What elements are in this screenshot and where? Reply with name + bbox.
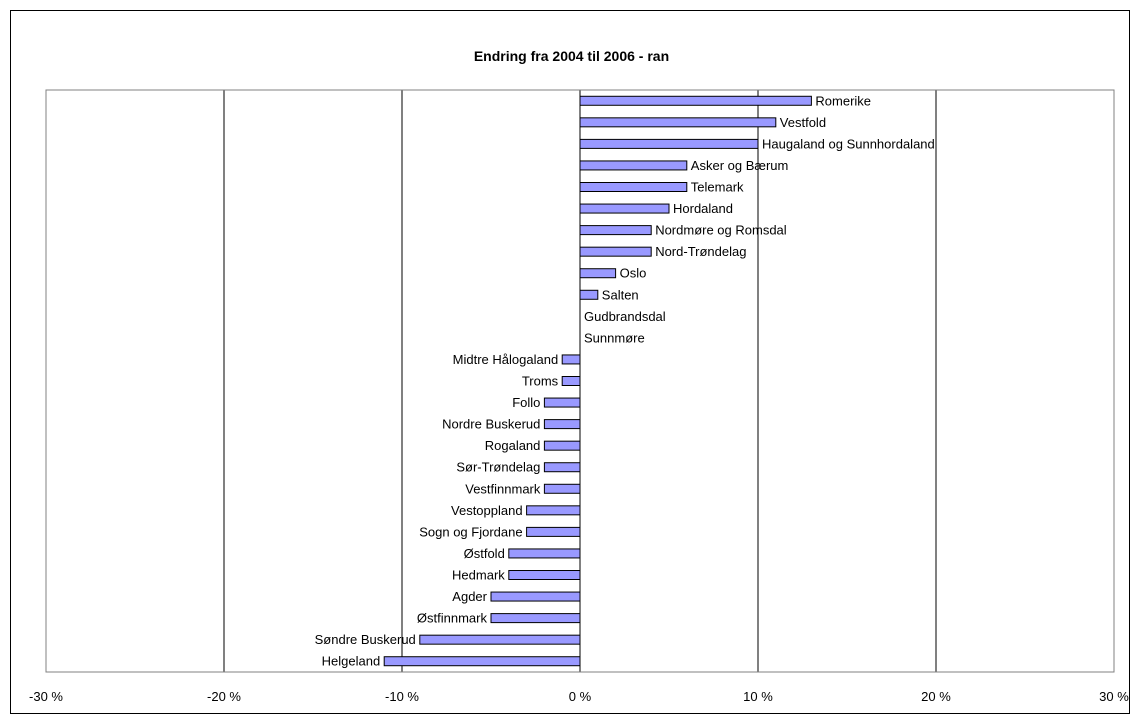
bar-label-23: Agder bbox=[452, 589, 487, 604]
bar-label-18: Vestfinnmark bbox=[465, 481, 541, 496]
category-labels: Romerike Vestfold Haugaland og Sunnhordala… bbox=[315, 93, 935, 668]
chart-title: Endring fra 2004 til 2006 - ran bbox=[473, 48, 670, 64]
bar-19 bbox=[526, 505, 581, 516]
bar-5 bbox=[579, 203, 670, 214]
bar-0 bbox=[579, 95, 812, 106]
bar-16 bbox=[543, 440, 581, 451]
bar-13 bbox=[561, 376, 581, 386]
bar-label-1: Vestfold bbox=[780, 115, 826, 130]
bar-9 bbox=[579, 289, 599, 300]
bar-label-4: Telemark bbox=[691, 180, 744, 195]
bar-22 bbox=[508, 570, 581, 580]
bar-17 bbox=[543, 462, 581, 473]
x-tick-label-4: 10 % bbox=[743, 689, 773, 704]
bar-label-21: Østfold bbox=[464, 546, 505, 561]
bar-label-19: Vestoppland bbox=[451, 503, 523, 518]
x-tick-labels: -30 % -20 % -10 % 0 % 10 % 20 % 30 % bbox=[29, 689, 1129, 704]
bar-label-17: Sør-Trøndelag bbox=[456, 460, 540, 475]
bar-7 bbox=[579, 246, 652, 257]
bar-label-0: Romerike bbox=[815, 93, 871, 108]
bar-2 bbox=[579, 138, 759, 149]
x-tick-label-1: -20 % bbox=[207, 689, 241, 704]
bar-label-9: Salten bbox=[602, 287, 639, 302]
bar-14 bbox=[543, 397, 581, 408]
bar-6 bbox=[579, 225, 652, 236]
bar-20 bbox=[526, 526, 581, 537]
bar-label-11: Sunnmøre bbox=[584, 330, 645, 345]
x-tick-label-2: -10 % bbox=[385, 689, 419, 704]
bars bbox=[383, 95, 812, 667]
plot-area-border bbox=[45, 89, 1115, 673]
x-tick-label-5: 20 % bbox=[921, 689, 951, 704]
bar-label-16: Rogaland bbox=[485, 438, 541, 453]
bar-label-22: Hedmark bbox=[452, 568, 505, 583]
chart-frame bbox=[10, 10, 1130, 714]
bar-24 bbox=[490, 613, 581, 624]
bar-label-5: Hordaland bbox=[673, 201, 733, 216]
bar-label-7: Nord-Trøndelag bbox=[655, 244, 746, 259]
bar-label-3: Asker og Bærum bbox=[691, 158, 789, 173]
bar-21 bbox=[508, 548, 581, 559]
bar-8 bbox=[579, 268, 617, 279]
bar-label-6: Nordmøre og Romsdal bbox=[655, 223, 787, 238]
bar-label-20: Sogn og Fjordane bbox=[419, 524, 522, 539]
bar-15 bbox=[543, 419, 581, 430]
bar-18 bbox=[543, 483, 581, 494]
bar-12 bbox=[561, 354, 581, 365]
bar-label-13: Troms bbox=[522, 374, 559, 389]
bar-26 bbox=[383, 656, 581, 667]
x-tick-label-6: 30 % bbox=[1099, 689, 1129, 704]
bar-3 bbox=[579, 160, 688, 171]
bar-label-8: Oslo bbox=[620, 266, 647, 281]
bar-4 bbox=[579, 182, 688, 192]
bar-label-25: Søndre Buskerud bbox=[315, 632, 416, 647]
bar-1 bbox=[579, 117, 777, 128]
bar-label-26: Helgeland bbox=[322, 654, 381, 669]
bar-label-10: Gudbrandsdal bbox=[584, 309, 666, 324]
bar-label-2: Haugaland og Sunnhordaland bbox=[762, 136, 935, 151]
bar-label-15: Nordre Buskerud bbox=[442, 417, 540, 432]
bar-label-14: Follo bbox=[512, 395, 540, 410]
x-tick-label-3: 0 % bbox=[569, 689, 592, 704]
bar-23 bbox=[490, 591, 581, 602]
bar-label-12: Midtre Hålogaland bbox=[453, 352, 559, 367]
bar-label-24: Østfinnmark bbox=[417, 611, 488, 626]
bar-25 bbox=[419, 634, 581, 645]
x-tick-label-0: -30 % bbox=[29, 689, 63, 704]
